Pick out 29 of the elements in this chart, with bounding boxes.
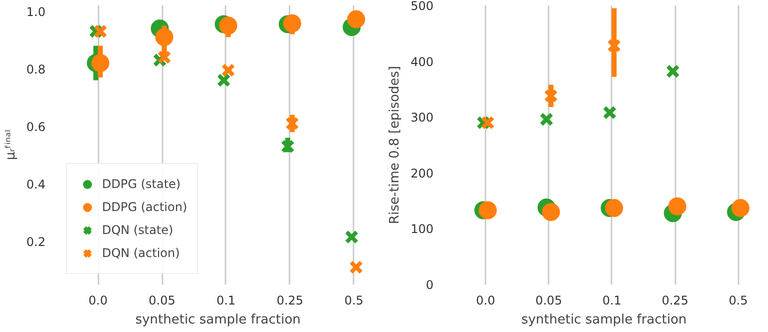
legend-label: DDPG (action): [102, 200, 188, 214]
legend-label: DQN (action): [102, 246, 180, 260]
y-tick-label: 0.8: [26, 62, 46, 76]
x-tick-label: 0.1: [602, 294, 622, 308]
y-tick-label: 100: [410, 222, 434, 236]
y-axis-title: Rise-time 0.8 [episodes]: [388, 66, 403, 224]
y-tick-label: 0.2: [26, 234, 46, 249]
y-tick-label: 200: [410, 166, 434, 180]
y-tick-label: 0.4: [26, 177, 46, 192]
x-tick-label: 0.25: [276, 294, 304, 308]
y-tick-label: 500: [410, 0, 434, 13]
x-tick-label: 0.05: [535, 294, 562, 308]
y-tick-label: 400: [410, 54, 434, 69]
x-tick-label: 0.5: [728, 294, 748, 308]
y-tick-label: 0.6: [26, 120, 46, 134]
x-tick-label: 0.05: [148, 294, 176, 308]
x-tick-label: 0.0: [88, 294, 108, 308]
x-axis-title: synthetic sample fraction: [135, 312, 301, 328]
legend-label: DQN (state): [102, 223, 174, 237]
y-tick-label: 300: [410, 110, 434, 125]
y-tick-label: 1.0: [26, 4, 46, 19]
y-axis-title: μᵣᶠⁱⁿᵃˡ: [3, 130, 18, 160]
x-tick-label: 0.5: [344, 294, 364, 308]
x-axis-title: synthetic sample fraction: [521, 312, 687, 328]
x-tick-label: 0.25: [662, 294, 688, 308]
legend-label: DDPG (state): [102, 177, 181, 191]
x-tick-label: 0.0: [476, 294, 496, 308]
x-tick-label: 0.1: [216, 294, 236, 308]
y-tick-label: 0: [426, 278, 434, 292]
